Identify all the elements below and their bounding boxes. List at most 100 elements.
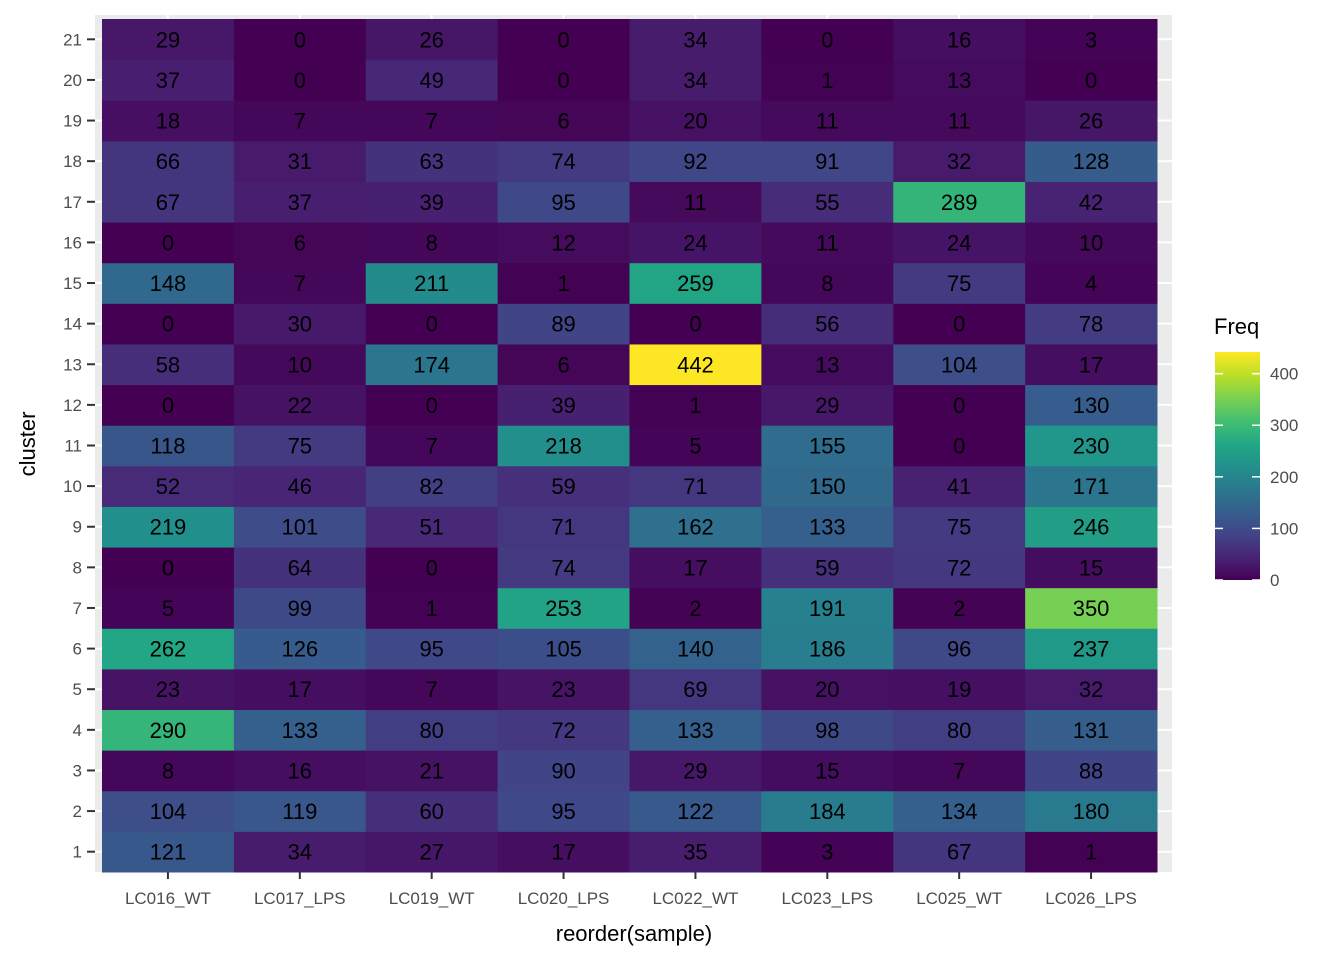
cell-value-label: 12	[551, 230, 575, 255]
heatmap-cell	[1025, 343, 1158, 386]
y-axis-title: cluster	[15, 412, 40, 477]
cell-value-label: 184	[809, 799, 846, 824]
heatmap-cell	[102, 709, 235, 751]
heatmap-cell	[761, 547, 894, 589]
x-axis: LC016_WT LC017_LPS LC019_WT LC020_LPS LC022_…	[125, 872, 1137, 908]
heatmap-cell	[102, 19, 235, 61]
cell-value-label: 29	[156, 27, 180, 52]
cell-value-label: 8	[821, 271, 833, 296]
cell-value-label: 174	[413, 352, 450, 377]
heatmap-cell	[1025, 465, 1158, 507]
cell-value-label: 41	[947, 474, 971, 499]
cell-value-label: 7	[294, 271, 306, 296]
y-tick-label: 4	[73, 721, 82, 740]
heatmap-cell	[1025, 140, 1158, 182]
heatmap-cell	[761, 140, 894, 182]
heatmap-cells	[102, 19, 1158, 873]
cell-value-label: 11	[684, 190, 707, 215]
cell-value-label: 15	[1079, 555, 1103, 580]
cell-value-label: 0	[689, 312, 701, 337]
y-tick-label: 9	[73, 518, 82, 537]
cell-value-label: 59	[815, 555, 839, 580]
heatmap-cell	[233, 19, 367, 61]
cell-value-label: 49	[419, 68, 443, 93]
heatmap-cell	[629, 303, 762, 345]
y-tick-label: 7	[73, 599, 82, 618]
heatmap-cell	[761, 59, 894, 101]
cell-value-label: 1	[821, 68, 833, 93]
heatmap-cell	[893, 262, 1026, 304]
y-tick-label: 12	[63, 396, 82, 415]
heatmap-cell	[1025, 668, 1158, 711]
cell-value-label: 80	[947, 718, 971, 743]
heatmap-cell	[497, 506, 630, 548]
heatmap-cell	[233, 343, 367, 386]
cell-value-label: 34	[683, 27, 707, 52]
cell-value-label: 95	[419, 637, 443, 662]
cell-value-label: 1	[689, 393, 701, 418]
cell-value-label: 58	[156, 352, 180, 377]
heatmap-cell	[102, 100, 235, 142]
heatmap-cell	[102, 465, 235, 507]
heatmap-cell	[497, 343, 630, 386]
heatmap-cell	[497, 384, 630, 426]
heatmap-cell	[761, 668, 894, 711]
heatmap-cell	[233, 303, 367, 345]
cell-value-label: 17	[288, 677, 312, 702]
cell-value-label: 3	[1085, 27, 1097, 52]
cell-value-label: 6	[557, 352, 569, 377]
heatmap-cell	[497, 831, 630, 873]
cell-value-label: 5	[162, 596, 174, 621]
cell-value-label: 0	[953, 434, 965, 459]
heatmap-cell	[761, 465, 894, 507]
cell-value-label: 7	[426, 434, 438, 459]
y-tick-label: 2	[73, 802, 82, 821]
cell-value-label: 211	[414, 271, 449, 296]
cell-value-label: 23	[551, 677, 575, 702]
heatmap-cell	[497, 425, 630, 467]
x-tick-label: LC022_WT	[652, 889, 738, 908]
heatmap-cell	[629, 140, 762, 182]
heatmap-cell	[102, 262, 235, 304]
heatmap-cell	[365, 425, 499, 467]
cell-value-label: 186	[809, 637, 846, 662]
cell-value-label: 10	[288, 352, 312, 377]
heatmap-cell	[761, 19, 894, 61]
cell-value-label: 2	[689, 596, 701, 621]
cell-value-label: 8	[426, 230, 438, 255]
cell-value-label: 88	[1079, 758, 1103, 783]
heatmap-cell	[761, 831, 894, 873]
cell-value-label: 130	[1073, 393, 1110, 418]
heatmap-cell	[233, 628, 367, 670]
heatmap-cell	[365, 343, 499, 386]
heatmap-cell	[1025, 587, 1158, 629]
heatmap-cell	[761, 750, 894, 792]
heatmap-cell	[365, 303, 499, 345]
heatmap-cell	[761, 506, 894, 548]
heatmap-cell	[1025, 506, 1158, 548]
cell-value-label: 442	[677, 352, 714, 377]
cell-value-label: 155	[809, 434, 846, 459]
cell-value-label: 133	[677, 718, 714, 743]
heatmap-cell	[233, 181, 367, 223]
heatmap-cell	[102, 547, 235, 589]
y-tick-label: 13	[63, 355, 82, 374]
cell-value-label: 133	[809, 515, 846, 540]
y-tick-label: 8	[73, 558, 82, 577]
cell-value-label: 51	[419, 515, 443, 540]
cell-value-label: 35	[683, 840, 707, 865]
heatmap-cell	[233, 831, 367, 873]
heatmap-cell	[893, 750, 1026, 792]
heatmap-cell	[893, 181, 1026, 223]
cell-value-label: 1	[426, 596, 438, 621]
heatmap-cell	[893, 59, 1026, 101]
cell-value-label: 0	[162, 393, 174, 418]
cell-value-label: 171	[1073, 474, 1110, 499]
legend-colorbar	[1215, 352, 1260, 580]
cell-value-label: 6	[294, 230, 306, 255]
cell-value-label: 0	[294, 68, 306, 93]
cell-value-label: 5	[689, 434, 701, 459]
heatmap-cell	[761, 790, 894, 832]
